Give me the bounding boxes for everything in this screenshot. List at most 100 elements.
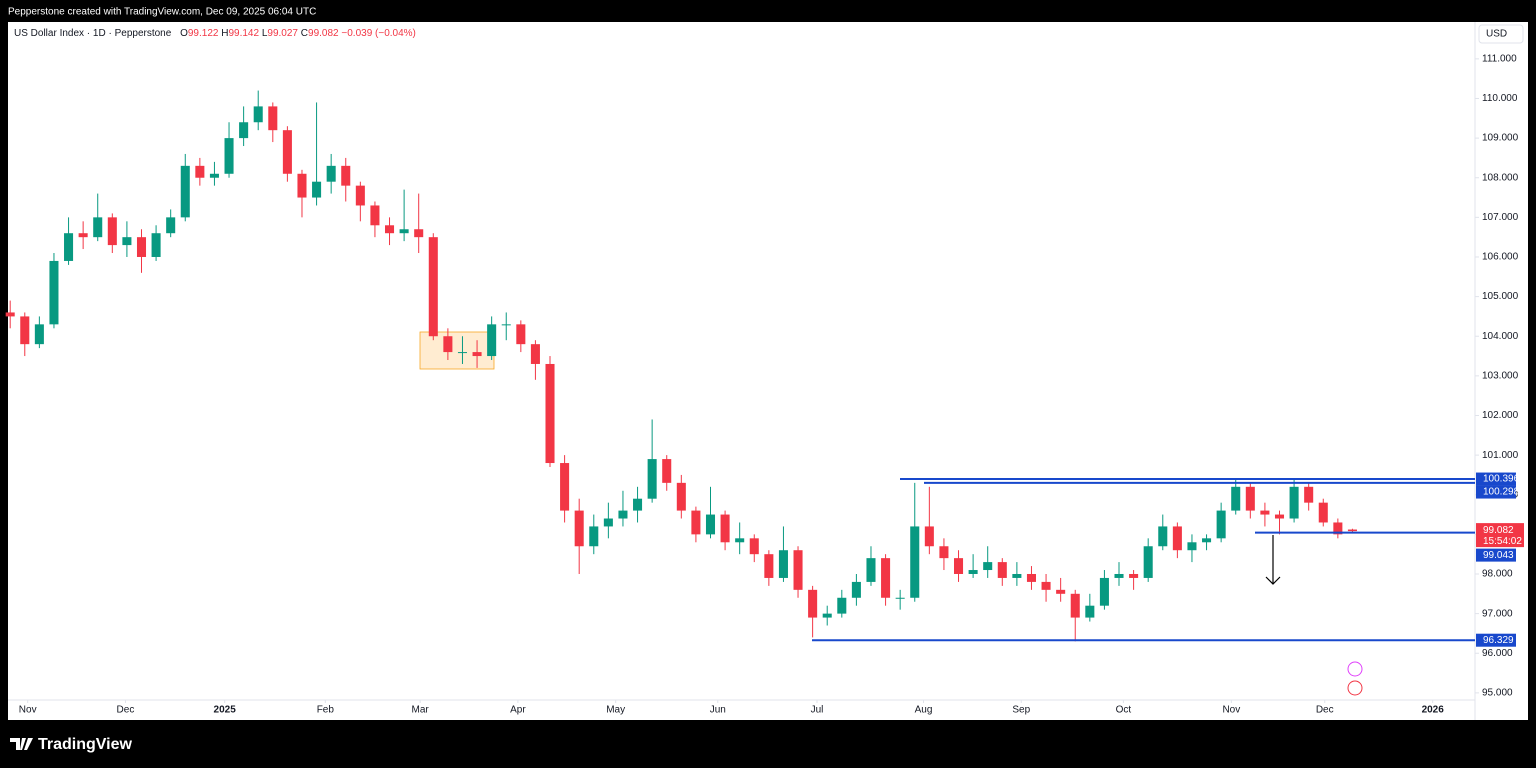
candle-body [195, 165, 205, 178]
candle-body [1260, 510, 1270, 515]
candle-body [749, 538, 759, 555]
level-tag [1476, 633, 1516, 647]
candle-body [1289, 486, 1299, 519]
level-tag-label: 96.329 [1483, 635, 1514, 646]
x-tick-label: Jun [710, 705, 726, 716]
event-icon[interactable] [1347, 680, 1363, 696]
candle-body [1099, 577, 1109, 606]
x-tick-label: 2026 [1422, 705, 1445, 716]
candle-body [501, 324, 511, 326]
candle-body [151, 233, 161, 257]
footer [0, 720, 1536, 768]
level-tag-label: 99.043 [1483, 550, 1514, 561]
candle-body [49, 260, 59, 325]
ohlc-letter: L [262, 28, 268, 39]
x-tick-label: Dec [1316, 705, 1334, 716]
last-price: 99.082 [1483, 525, 1514, 536]
candle-body [1158, 526, 1168, 547]
y-tick-label: 98.000 [1482, 569, 1513, 580]
candle-body [1274, 514, 1285, 519]
candle-body [822, 613, 832, 618]
candle-body [720, 514, 730, 543]
x-tick-label: May [606, 705, 625, 716]
candle-body [1129, 573, 1139, 578]
candle-body [968, 570, 978, 574]
x-tick-label: Sep [1012, 705, 1030, 716]
x-tick-label: Dec [117, 705, 135, 716]
candle-body [122, 237, 132, 246]
y-tick-label: 101.000 [1482, 450, 1519, 461]
ohlc-value: 99.142 [228, 28, 259, 39]
header: US Dollar Index · 1D · Pepperstone O99.1… [14, 28, 416, 39]
ohlc-letter: C [301, 28, 308, 39]
level-tag [1476, 485, 1516, 499]
candle-body [924, 526, 934, 547]
arrow-head [1265, 576, 1281, 585]
candle-body [705, 514, 716, 535]
y-tick-label: 96.000 [1482, 648, 1513, 659]
candle-body [881, 558, 891, 598]
y-tick-label: 107.000 [1482, 212, 1519, 223]
candle-body [443, 336, 453, 353]
candle-body [428, 237, 438, 337]
y-tick-label: 109.000 [1482, 133, 1519, 144]
candle-body [253, 106, 263, 123]
candle-body [1041, 581, 1051, 590]
level-tag [1476, 472, 1516, 486]
y-tick-label: 110.000 [1482, 93, 1518, 104]
ohlc-letter: H [221, 28, 228, 39]
candle-body [997, 562, 1007, 578]
candle-body [574, 510, 584, 547]
candle-body [1304, 486, 1314, 503]
x-tick-label: Nov [19, 705, 37, 716]
candle-body [457, 352, 467, 354]
ohlc-value: 99.027 [267, 28, 298, 39]
candle-body [851, 581, 861, 598]
candle-body [1318, 502, 1328, 523]
highlight-box [419, 331, 495, 370]
candle-body [939, 546, 949, 559]
chart-area [8, 22, 1528, 720]
attribution: Pepperstone created with TradingView.com… [8, 7, 316, 18]
candle-body [93, 217, 103, 238]
y-tick-label: 95.000 [1482, 688, 1513, 699]
change: −0.039 (−0.04%) [341, 28, 416, 39]
candle-body [1012, 573, 1022, 578]
candle-body [239, 122, 249, 139]
x-tick-label: Jul [811, 705, 824, 716]
level-tag-label: 100.298 [1483, 487, 1520, 498]
candle-body [64, 233, 74, 261]
candle-body [34, 324, 44, 345]
candle-body [1114, 573, 1124, 578]
level-tag [1476, 548, 1516, 562]
candle-body [1056, 589, 1066, 594]
brand-logo [10, 738, 33, 750]
candle-body [268, 106, 278, 131]
ohlc-value: 99.122 [188, 28, 219, 39]
brand: TradingView [38, 736, 133, 753]
candle-body [778, 550, 788, 578]
y-tick-label: 108.000 [1482, 172, 1519, 183]
currency-button[interactable] [1478, 24, 1524, 44]
chart-title: US Dollar Index · 1D · Pepperstone [14, 28, 172, 39]
candle-body [1347, 529, 1357, 532]
candle-body [618, 510, 628, 519]
y-tick-label: 104.000 [1482, 331, 1519, 342]
candle-body [764, 554, 774, 578]
candle-body [487, 324, 497, 357]
y-tick-label: 103.000 [1482, 371, 1519, 382]
event-icon[interactable] [1347, 661, 1363, 677]
x-tick-label: 2025 [214, 705, 237, 716]
candle-body [910, 526, 920, 598]
currency: USD [1486, 29, 1507, 40]
candle-body [180, 165, 190, 218]
candle-body [414, 229, 424, 238]
x-tick-label: Feb [317, 705, 335, 716]
candle-body [472, 352, 482, 357]
candle-body [647, 459, 657, 499]
y-tick-label: 97.000 [1482, 608, 1513, 619]
candle-body [1172, 526, 1182, 551]
candle-body [589, 526, 599, 547]
